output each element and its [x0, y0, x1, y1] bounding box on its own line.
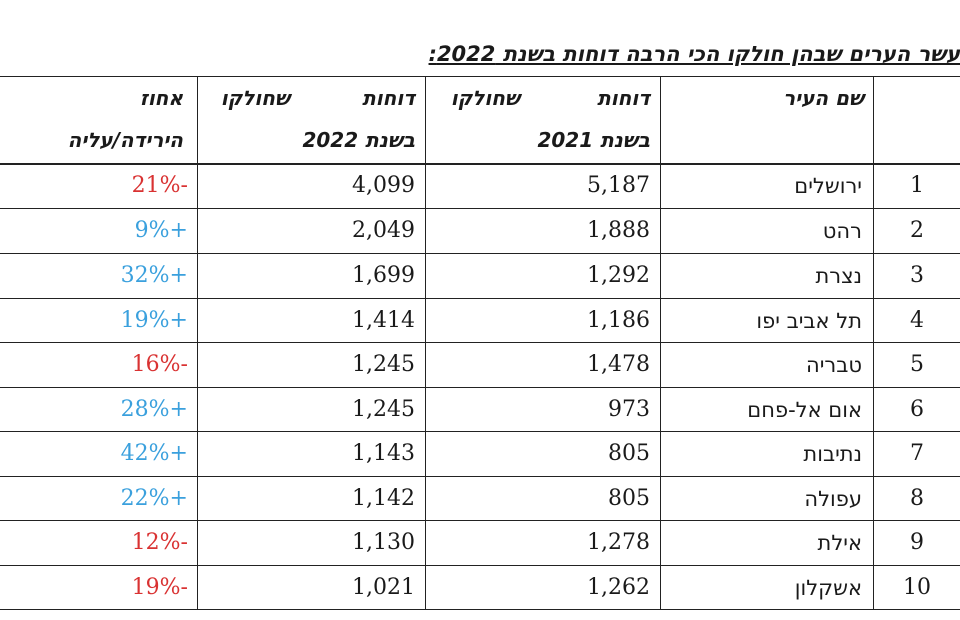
column-divider [660, 76, 661, 610]
row-2022: 1,414 [352, 308, 415, 333]
row-city: ירושלים [794, 174, 862, 198]
row-divider [0, 76, 960, 77]
row-pct: 19%+ [120, 308, 188, 333]
row-2022: 1,699 [352, 263, 415, 288]
header-pct-change: הירידה/עליה [67, 128, 183, 152]
row-pct: 9%+ [134, 218, 188, 243]
row-pct: 42%+ [120, 441, 188, 466]
row-city: תל אביב יפו [756, 309, 862, 333]
header-2021-year: בשנת 2021 [537, 128, 650, 152]
row-divider [0, 342, 960, 343]
row-2021: 1,278 [587, 530, 650, 555]
row-divider [0, 387, 960, 388]
row-divider [0, 208, 960, 209]
row-2022: 1,130 [352, 530, 415, 555]
row-rank: 4 [910, 308, 924, 333]
row-divider [0, 298, 960, 299]
row-2021: 973 [608, 397, 650, 422]
row-city: נתיבות [803, 442, 862, 466]
row-pct: 16%- [131, 352, 188, 377]
row-2022: 1,245 [352, 397, 415, 422]
row-divider [0, 520, 960, 521]
row-rank: 6 [910, 397, 924, 422]
row-rank: 2 [910, 218, 924, 243]
row-2022: 4,099 [352, 173, 415, 198]
row-2021: 1,186 [587, 308, 650, 333]
row-pct: 28%+ [120, 397, 188, 422]
row-rank: 8 [910, 486, 924, 511]
header-divider [0, 163, 960, 165]
row-rank: 9 [910, 530, 924, 555]
row-2022: 2,049 [352, 218, 415, 243]
table-title: עשר הערים שבהן חולקו הכי הרבה דוחות בשנת… [428, 42, 960, 66]
header-pct: אחוז [139, 86, 183, 110]
row-city: עפולה [804, 487, 862, 511]
row-divider [0, 476, 960, 477]
row-2021: 1,478 [587, 352, 650, 377]
header-2022-year: בשנת 2022 [302, 128, 415, 152]
row-2022: 1,245 [352, 352, 415, 377]
row-city: אום אל-פחם [747, 398, 862, 422]
header-2022-reports: דוחות [362, 86, 415, 110]
row-rank: 10 [903, 575, 931, 600]
row-2021: 5,187 [587, 173, 650, 198]
row-rank: 5 [910, 352, 924, 377]
row-2021: 805 [608, 441, 650, 466]
column-divider [425, 76, 426, 610]
row-2021: 805 [608, 486, 650, 511]
row-rank: 3 [910, 263, 924, 288]
row-divider [0, 565, 960, 566]
data-table: שם העיר דוחות שחולקו בשנת 2021 דוחות שחו… [0, 76, 960, 610]
row-divider [0, 431, 960, 432]
column-divider [197, 76, 198, 610]
row-city: אשקלון [794, 576, 862, 600]
row-pct: 21%- [131, 173, 188, 198]
row-city: אילת [817, 531, 862, 555]
header-2022-issued: שחולקו [220, 86, 290, 110]
header-city: שם העיר [783, 86, 864, 110]
row-divider [0, 609, 960, 610]
row-2022: 1,021 [352, 575, 415, 600]
row-2022: 1,142 [352, 486, 415, 511]
row-2021: 1,292 [587, 263, 650, 288]
row-rank: 1 [910, 173, 924, 198]
row-city: נצרת [815, 264, 862, 288]
header-2021-reports: דוחות [597, 86, 650, 110]
row-rank: 7 [910, 441, 924, 466]
row-2021: 1,262 [587, 575, 650, 600]
row-pct: 32%+ [120, 263, 188, 288]
column-divider [873, 76, 874, 610]
row-pct: 22%+ [120, 486, 188, 511]
row-city: רהט [822, 219, 862, 243]
row-pct: 19%- [131, 575, 188, 600]
header-2021-issued: שחולקו [450, 86, 520, 110]
row-pct: 12%- [131, 530, 188, 555]
row-2022: 1,143 [352, 441, 415, 466]
row-city: טבריה [805, 353, 862, 377]
row-2021: 1,888 [587, 218, 650, 243]
row-divider [0, 253, 960, 254]
